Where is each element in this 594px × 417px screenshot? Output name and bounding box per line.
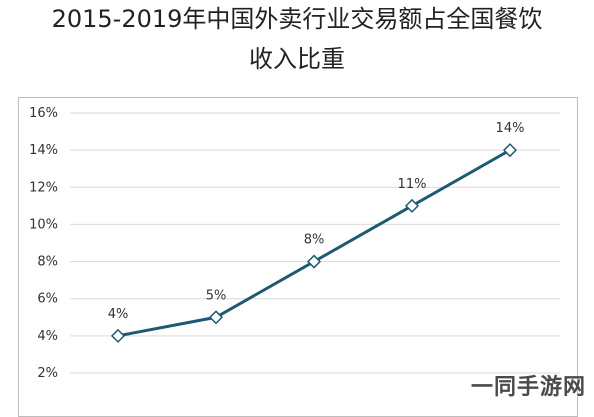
y-tick-label: 14% — [29, 143, 58, 158]
y-tick-label: 4% — [37, 329, 58, 344]
data-label: 5% — [206, 288, 227, 303]
line-chart: 2% 4% 6% 8% 10% 12% 14% 16% 4% 5% 8% 11% 14% — [29, 106, 560, 381]
data-label: 8% — [304, 233, 325, 248]
chart-title-line2: 收入比重 — [249, 45, 345, 73]
data-point-marker — [404, 198, 420, 213]
data-point-marker — [110, 328, 126, 343]
y-tick-label: 6% — [37, 292, 58, 307]
data-point-marker — [502, 143, 518, 158]
y-tick-label: 2% — [37, 366, 58, 381]
data-label: 14% — [496, 121, 525, 136]
data-label: 11% — [398, 177, 427, 192]
y-tick-label: 8% — [37, 255, 58, 270]
data-point-marker — [208, 310, 224, 325]
data-point-marker — [306, 254, 322, 269]
data-label: 4% — [108, 307, 129, 322]
chart-title-line1: 2015-2019年中国外卖行业交易额占全国餐饮 — [51, 5, 543, 33]
y-tick-label: 10% — [29, 217, 58, 232]
watermark-text: 一同手游网 — [470, 375, 586, 400]
y-tick-label: 12% — [29, 180, 58, 195]
y-tick-label: 16% — [29, 106, 58, 121]
